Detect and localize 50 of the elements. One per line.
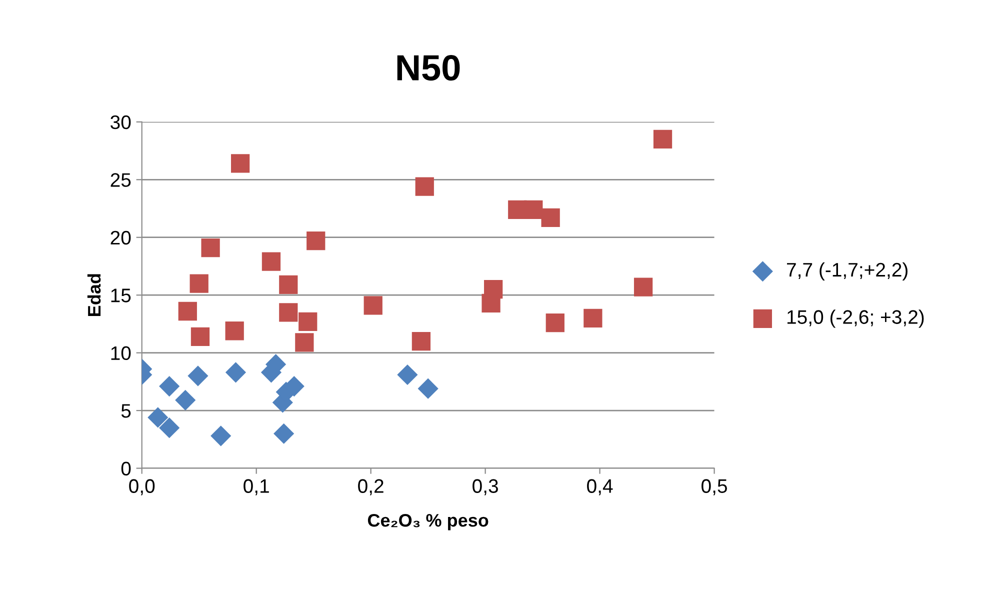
point bbox=[524, 200, 543, 219]
x-tick-label: 0,0 bbox=[129, 479, 155, 496]
y-tick-label: 10 bbox=[111, 346, 131, 360]
y-tick-label: 15 bbox=[111, 288, 131, 302]
point bbox=[148, 407, 168, 428]
point bbox=[190, 327, 210, 346]
point bbox=[364, 296, 382, 315]
legend-label: 7,7 (-1,7;+2,2) bbox=[787, 262, 908, 280]
x-tick-label: 0,2 bbox=[358, 479, 384, 496]
x-tick-label: 0,1 bbox=[244, 479, 269, 496]
point bbox=[188, 366, 208, 386]
y-tick-label: 20 bbox=[110, 230, 131, 245]
point bbox=[210, 426, 232, 446]
y-tick-label: 5 bbox=[121, 404, 131, 418]
point bbox=[190, 274, 208, 293]
point bbox=[634, 278, 653, 296]
point bbox=[295, 333, 314, 352]
point bbox=[546, 313, 564, 332]
point bbox=[653, 130, 672, 149]
point bbox=[418, 378, 438, 399]
y-tick-label: 0 bbox=[121, 462, 131, 476]
point bbox=[298, 312, 318, 331]
y-tick-label: 25 bbox=[110, 173, 131, 187]
point bbox=[178, 302, 197, 321]
y-axis-title: Edad bbox=[87, 274, 101, 316]
x-tick-label: 0,5 bbox=[702, 479, 727, 496]
point bbox=[159, 418, 180, 438]
point bbox=[159, 376, 180, 397]
point bbox=[175, 390, 196, 410]
point bbox=[279, 275, 298, 294]
point bbox=[415, 177, 434, 196]
x-tick-label: 0,3 bbox=[472, 479, 498, 496]
point bbox=[584, 308, 602, 328]
point bbox=[541, 208, 560, 228]
point bbox=[225, 362, 246, 383]
point bbox=[231, 154, 250, 173]
point bbox=[306, 232, 326, 250]
legend-label: 15,0 (-2,6; +3,2) bbox=[787, 310, 924, 328]
point bbox=[412, 332, 431, 351]
point bbox=[274, 423, 294, 444]
y-tick-label: 30 bbox=[110, 115, 131, 130]
point bbox=[397, 364, 418, 386]
point bbox=[262, 252, 281, 271]
x-axis-title: Ce₂O₃ % peso bbox=[368, 514, 488, 530]
x-tick-label: 0,4 bbox=[587, 479, 613, 496]
chart-title: N50 bbox=[397, 55, 460, 81]
point bbox=[201, 238, 220, 258]
point bbox=[484, 280, 503, 299]
point bbox=[225, 322, 244, 340]
point bbox=[279, 303, 298, 322]
